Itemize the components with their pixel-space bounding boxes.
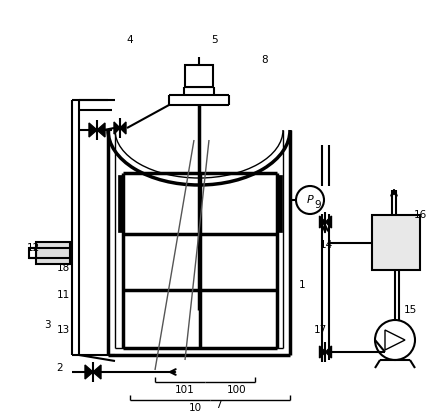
Text: 16: 16 — [413, 210, 427, 220]
Circle shape — [384, 250, 389, 255]
Circle shape — [392, 227, 396, 232]
Circle shape — [376, 242, 381, 247]
Circle shape — [376, 258, 381, 263]
Text: 8: 8 — [262, 55, 268, 65]
Circle shape — [375, 320, 415, 360]
Text: 15: 15 — [404, 305, 416, 315]
Polygon shape — [120, 122, 126, 134]
Polygon shape — [93, 365, 101, 379]
Bar — [372, 215, 420, 270]
Circle shape — [408, 258, 412, 263]
Circle shape — [408, 219, 412, 224]
Text: 1: 1 — [299, 280, 305, 290]
Circle shape — [47, 245, 51, 249]
Text: 4: 4 — [127, 35, 133, 45]
Circle shape — [392, 234, 396, 240]
Text: 2: 2 — [57, 363, 63, 373]
Polygon shape — [97, 123, 105, 137]
Circle shape — [376, 219, 381, 224]
Circle shape — [408, 234, 412, 240]
Polygon shape — [385, 330, 405, 350]
Text: 12: 12 — [27, 243, 39, 253]
Circle shape — [384, 234, 389, 240]
Circle shape — [384, 258, 389, 263]
Circle shape — [54, 251, 58, 255]
Circle shape — [400, 234, 404, 240]
Text: 7: 7 — [215, 400, 222, 410]
Polygon shape — [326, 346, 331, 358]
Text: 17: 17 — [313, 325, 326, 335]
Text: 100: 100 — [227, 385, 247, 395]
Circle shape — [400, 227, 404, 232]
Bar — [277, 175, 282, 232]
Text: 13: 13 — [56, 325, 70, 335]
Circle shape — [400, 258, 404, 263]
Circle shape — [47, 251, 51, 255]
Text: 14: 14 — [319, 240, 333, 250]
Circle shape — [392, 242, 396, 247]
Circle shape — [376, 227, 381, 232]
Circle shape — [40, 245, 44, 249]
Circle shape — [384, 227, 389, 232]
Circle shape — [384, 242, 389, 247]
Circle shape — [40, 257, 44, 261]
Circle shape — [61, 251, 65, 255]
Circle shape — [54, 257, 58, 261]
Polygon shape — [85, 365, 93, 379]
Circle shape — [61, 245, 65, 249]
Text: 10: 10 — [188, 403, 202, 413]
Bar — [29, 248, 36, 258]
Circle shape — [400, 250, 404, 255]
Polygon shape — [319, 216, 326, 228]
Text: 9: 9 — [315, 200, 321, 210]
Circle shape — [384, 219, 389, 224]
Circle shape — [61, 257, 65, 261]
Circle shape — [400, 219, 404, 224]
Circle shape — [40, 251, 44, 255]
Circle shape — [408, 250, 412, 255]
Circle shape — [408, 242, 412, 247]
Circle shape — [392, 258, 396, 263]
Circle shape — [392, 219, 396, 224]
Circle shape — [54, 245, 58, 249]
Polygon shape — [114, 122, 120, 134]
Polygon shape — [89, 123, 97, 137]
Circle shape — [408, 227, 412, 232]
Bar — [36, 242, 70, 264]
Circle shape — [400, 242, 404, 247]
Text: P: P — [307, 195, 313, 205]
Text: 101: 101 — [175, 385, 195, 395]
Circle shape — [392, 250, 396, 255]
Bar — [185, 65, 213, 87]
Circle shape — [47, 257, 51, 261]
Polygon shape — [319, 346, 326, 358]
Bar — [118, 175, 123, 232]
Circle shape — [376, 250, 381, 255]
Text: 3: 3 — [44, 320, 51, 330]
Text: 18: 18 — [56, 263, 70, 273]
Circle shape — [296, 186, 324, 214]
Text: 11: 11 — [56, 290, 70, 300]
Polygon shape — [326, 216, 331, 228]
Text: 5: 5 — [212, 35, 218, 45]
Circle shape — [376, 234, 381, 240]
